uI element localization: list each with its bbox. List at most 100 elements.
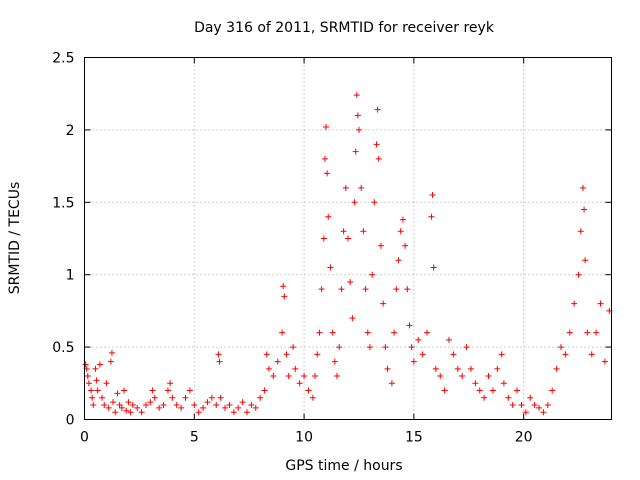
data-point (364, 329, 371, 336)
data-point (334, 373, 341, 380)
data-point (395, 257, 402, 264)
data-point (263, 351, 270, 358)
x-tick-label: 10 (295, 430, 313, 446)
data-point (562, 351, 569, 358)
data-point (208, 394, 215, 401)
data-point (485, 373, 492, 380)
data-point (371, 199, 378, 206)
data-point (597, 300, 604, 307)
y-tick-label: 1.5 (52, 195, 74, 211)
data-point (316, 329, 323, 336)
data-point (88, 387, 95, 394)
x-tick-label: 20 (515, 430, 533, 446)
data-point (110, 399, 117, 406)
data-point (404, 286, 411, 293)
y-tick-label: 0 (66, 413, 75, 429)
data-point (355, 126, 362, 133)
data-points (82, 92, 613, 416)
data-point (280, 283, 287, 290)
data-point (382, 344, 389, 351)
data-point (94, 387, 101, 394)
data-point (406, 322, 413, 329)
data-point (252, 404, 259, 411)
data-point (114, 390, 121, 397)
data-point (566, 329, 573, 336)
data-point (191, 402, 198, 409)
data-point (375, 155, 382, 162)
data-point (274, 358, 281, 365)
data-point (296, 380, 303, 387)
data-point (476, 387, 483, 394)
data-point (142, 402, 149, 409)
data-point (428, 213, 435, 220)
x-axis-label: GPS time / hours (285, 458, 402, 474)
data-point (593, 329, 600, 336)
data-point (318, 286, 325, 293)
data-point (388, 380, 395, 387)
chart-title: Day 316 of 2011, SRMTID for receiver rey… (194, 20, 495, 36)
data-point (340, 228, 347, 235)
data-point (195, 409, 202, 416)
data-point (459, 373, 466, 380)
data-point (186, 387, 193, 394)
data-point (101, 402, 108, 409)
data-point (151, 394, 158, 401)
data-point (514, 387, 521, 394)
data-point (377, 242, 384, 249)
data-point (84, 373, 91, 380)
data-point (352, 148, 359, 155)
data-point (285, 373, 292, 380)
data-point (369, 271, 376, 278)
data-point (557, 344, 564, 351)
data-point (536, 404, 543, 411)
data-point (112, 409, 119, 416)
data-point (498, 351, 505, 358)
data-point (509, 402, 516, 409)
data-point (156, 404, 163, 411)
data-point (518, 402, 525, 409)
data-point (147, 399, 154, 406)
data-point (125, 399, 132, 406)
data-point (89, 394, 96, 401)
data-point (243, 409, 250, 416)
data-point (601, 358, 608, 365)
data-point (235, 404, 242, 411)
data-point (149, 387, 156, 394)
data-point (500, 380, 507, 387)
data-point (257, 394, 264, 401)
data-point (99, 394, 106, 401)
plot-frame (84, 57, 612, 420)
data-point (351, 199, 358, 206)
data-point (169, 394, 176, 401)
data-point (588, 351, 595, 358)
data-point (408, 344, 415, 351)
data-point (309, 394, 316, 401)
data-point (108, 349, 115, 356)
data-point (93, 377, 100, 384)
data-point (540, 409, 547, 416)
data-point (549, 387, 556, 394)
data-point (393, 286, 400, 293)
data-point (216, 358, 223, 365)
data-point (354, 112, 361, 119)
data-point (544, 402, 551, 409)
y-tick-label: 1 (66, 268, 75, 284)
data-point (239, 399, 246, 406)
data-point (505, 394, 512, 401)
data-point (178, 404, 185, 411)
data-point (467, 365, 474, 372)
data-point (472, 380, 479, 387)
data-point (200, 404, 207, 411)
data-point (463, 344, 470, 351)
data-point (281, 293, 288, 300)
data-point (336, 344, 343, 351)
data-point (391, 329, 398, 336)
data-point (338, 286, 345, 293)
data-point (342, 184, 349, 191)
data-point (305, 387, 312, 394)
data-point (118, 404, 125, 411)
data-point (327, 264, 334, 271)
data-point (164, 387, 171, 394)
data-point (92, 365, 99, 372)
data-point (362, 286, 369, 293)
